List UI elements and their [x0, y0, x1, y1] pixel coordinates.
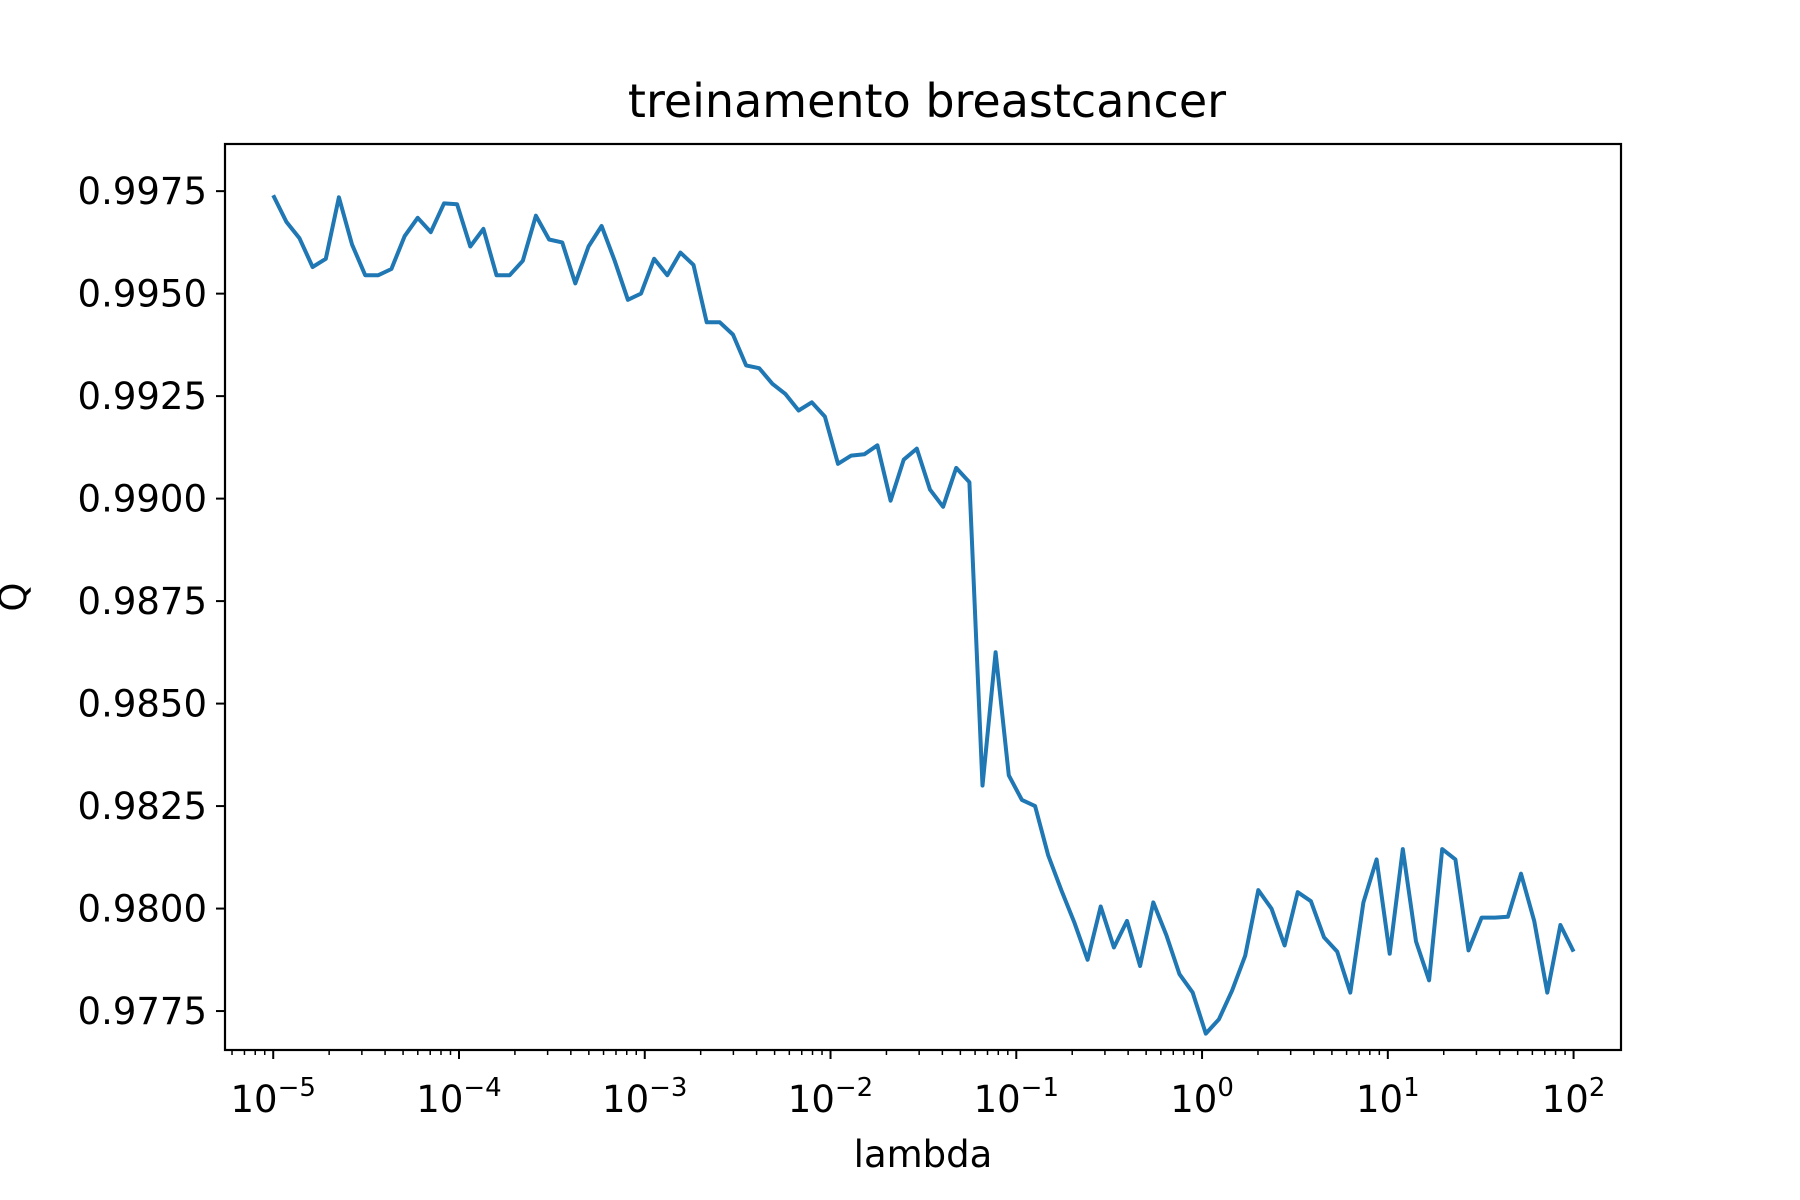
plot-frame: [223, 142, 1623, 1052]
x-tick-label: 10−1: [974, 1073, 1059, 1121]
plot-area: [271, 194, 1576, 1036]
y-tick-label: 0.9775: [78, 990, 207, 1033]
x-axis: 10−5 10−4 10−3 10−2 10−1 100 101 102: [231, 1050, 1606, 1121]
x-tick-label: 100: [1170, 1073, 1234, 1121]
x-tick-label: 10−5: [231, 1073, 316, 1121]
y-tick-label: 0.9950: [78, 273, 207, 316]
chart-title: treinamento breastcancer: [628, 74, 1226, 128]
y-tick-label: 0.9800: [78, 888, 207, 931]
y-tick-label: 0.9875: [78, 580, 207, 623]
y-tick-label: 0.9850: [78, 683, 207, 726]
y-tick-label: 0.9925: [78, 375, 207, 418]
x-tick-label: 10−3: [602, 1073, 687, 1121]
y-tick-label: 0.9975: [78, 170, 207, 213]
x-tick-label: 10−4: [416, 1073, 501, 1121]
y-tick-label: 0.9900: [78, 478, 207, 521]
x-axis-label: lambda: [854, 1133, 993, 1176]
x-tick-label: 101: [1356, 1073, 1420, 1121]
y-axis-label: Q: [0, 582, 35, 611]
x-tick-label: 10−2: [788, 1073, 873, 1121]
y-axis: 0.9775 0.9800 0.9825 0.9850 0.9875 0.9900 0.99…: [78, 170, 225, 1033]
x-tick-label: 102: [1542, 1073, 1606, 1121]
data-line-0: [271, 194, 1576, 1036]
y-tick-label: 0.9825: [78, 785, 207, 828]
